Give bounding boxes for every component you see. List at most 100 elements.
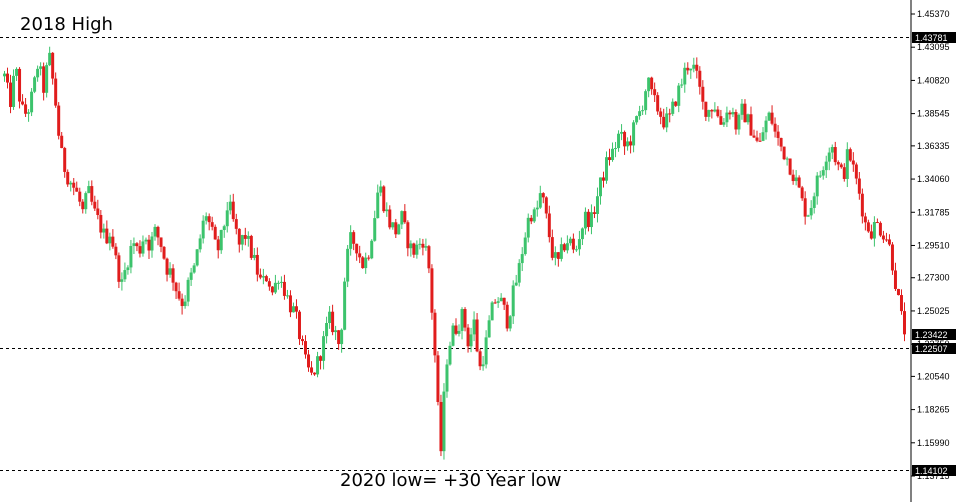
candle xyxy=(132,237,136,255)
candle-body xyxy=(87,186,91,194)
candle xyxy=(210,216,214,231)
price-tick-label: 1.15990 xyxy=(917,438,950,448)
candle xyxy=(764,116,768,140)
candle-body xyxy=(605,157,609,181)
candle xyxy=(222,224,226,238)
candle-body xyxy=(382,186,386,212)
candle-body xyxy=(794,177,798,182)
candle xyxy=(583,207,587,235)
candle xyxy=(743,99,747,123)
candle xyxy=(779,137,783,152)
candle xyxy=(93,195,97,211)
candle xyxy=(562,242,566,253)
candle-body xyxy=(346,248,350,282)
candle-body xyxy=(180,298,184,307)
candle xyxy=(535,200,539,217)
candle xyxy=(406,220,410,257)
candle-body xyxy=(328,311,332,324)
candle-body xyxy=(261,276,265,278)
candle-body xyxy=(532,209,536,222)
candle xyxy=(887,234,891,247)
candle xyxy=(851,152,855,172)
candle-body xyxy=(740,103,744,115)
candle-body xyxy=(472,319,476,335)
candle-body xyxy=(304,341,308,355)
candle-body xyxy=(325,323,329,337)
candle-body xyxy=(608,157,612,161)
candle-body xyxy=(863,216,867,223)
candle xyxy=(322,331,326,370)
candle-body xyxy=(54,78,58,106)
candle xyxy=(282,274,286,300)
candle xyxy=(361,256,365,269)
candle xyxy=(710,109,714,119)
candle-body xyxy=(770,112,774,124)
candle-body xyxy=(896,288,900,296)
candle xyxy=(896,288,900,296)
candle-body xyxy=(698,70,702,87)
price-tick-label: 1.31785 xyxy=(917,207,950,217)
candle xyxy=(385,202,389,217)
candle-body xyxy=(629,141,633,146)
candle-body xyxy=(529,217,533,222)
candle xyxy=(108,232,112,251)
candle xyxy=(445,359,449,398)
candle xyxy=(638,105,642,120)
candle xyxy=(114,243,118,260)
candle xyxy=(746,113,750,125)
candle-body xyxy=(505,304,509,329)
candle-body xyxy=(848,149,852,161)
candle-body xyxy=(463,309,467,328)
candle-body xyxy=(902,311,906,335)
candle xyxy=(370,239,374,260)
candle xyxy=(51,52,55,85)
candle-body xyxy=(42,66,46,93)
candle xyxy=(349,225,353,256)
candle xyxy=(472,311,476,342)
candle-body xyxy=(249,235,253,258)
candle-body xyxy=(222,226,226,230)
candle xyxy=(240,234,244,251)
candle-body xyxy=(680,84,684,86)
candle xyxy=(288,290,292,318)
candle-body xyxy=(544,197,548,214)
candle xyxy=(592,206,596,219)
candle-body xyxy=(237,228,241,245)
candle xyxy=(728,110,732,120)
candle xyxy=(276,280,280,290)
candle-body xyxy=(322,336,326,361)
candle xyxy=(90,180,94,206)
candle xyxy=(598,177,602,205)
candle-body xyxy=(30,91,34,113)
candle xyxy=(340,328,344,353)
candle-body xyxy=(207,216,211,223)
candle xyxy=(310,361,314,376)
candle-body xyxy=(511,285,515,317)
candle-body xyxy=(644,91,648,111)
candle xyxy=(541,192,545,204)
candle-body xyxy=(553,252,557,258)
candle-body xyxy=(484,337,488,365)
candle-body xyxy=(75,187,79,192)
candle xyxy=(376,184,380,219)
candle xyxy=(84,191,88,214)
candle xyxy=(770,105,774,126)
candle-body xyxy=(307,354,311,368)
candle xyxy=(117,252,121,289)
level-badge-label: 1.14102 xyxy=(915,466,948,476)
candle xyxy=(580,227,584,246)
candle-body xyxy=(162,246,166,259)
candle-body xyxy=(310,367,314,373)
candle xyxy=(725,106,729,128)
candle xyxy=(279,276,283,288)
candle xyxy=(96,199,100,220)
candle-body xyxy=(135,243,139,247)
candle-body xyxy=(243,235,247,239)
candle xyxy=(671,98,675,116)
candle xyxy=(451,323,455,347)
candle xyxy=(701,80,705,110)
candle xyxy=(595,187,599,223)
candle xyxy=(147,234,151,259)
candle-body xyxy=(677,85,681,106)
candle-body xyxy=(758,140,762,142)
